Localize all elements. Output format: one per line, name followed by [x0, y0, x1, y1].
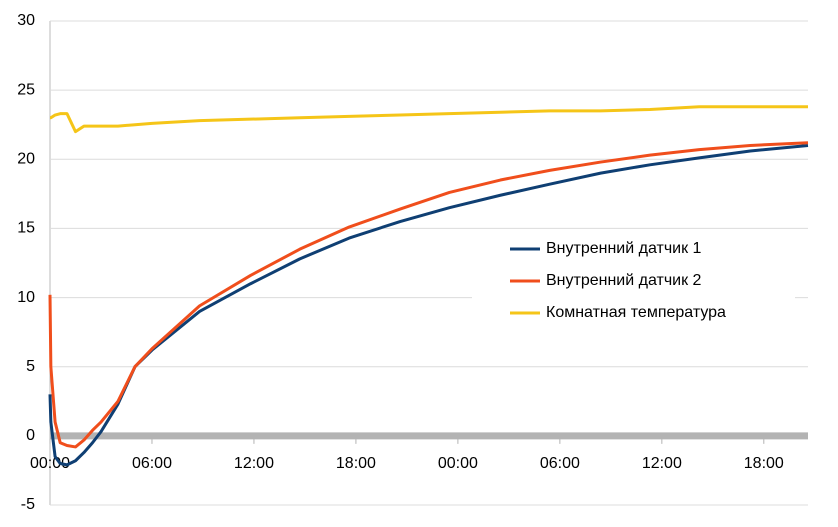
- x-tick-label: 06:00: [540, 455, 580, 472]
- x-tick-label: 12:00: [234, 455, 274, 472]
- series-line: [49, 105, 808, 134]
- y-tick-label: 10: [17, 289, 35, 306]
- series-line: [48, 143, 809, 467]
- y-tick-label: 5: [26, 358, 35, 375]
- y-tick-label: 15: [17, 220, 35, 237]
- legend: Внутренний датчик 1 Внутренний датчик 2 Ко…: [472, 232, 795, 330]
- x-tick-label: 00:00: [438, 455, 478, 472]
- y-tick-label: 20: [17, 151, 35, 168]
- legend-label: Внутренний датчик 2: [546, 272, 702, 289]
- x-tick-label: 18:00: [744, 455, 784, 472]
- legend-label: Внутренний датчик 1: [546, 240, 702, 257]
- x-tick-label: 12:00: [642, 455, 682, 472]
- x-tick-label: 06:00: [132, 455, 172, 472]
- x-tick-label: 18:00: [336, 455, 376, 472]
- series-line: [48, 141, 809, 449]
- x-tick-label: 00:00: [30, 455, 70, 472]
- y-tick-label: -5: [21, 496, 35, 513]
- y-tick-label: 30: [17, 12, 35, 29]
- y-tick-label: 25: [17, 81, 35, 98]
- y-tick-label: 0: [26, 427, 35, 444]
- legend-label: Комнатная температура: [546, 304, 726, 321]
